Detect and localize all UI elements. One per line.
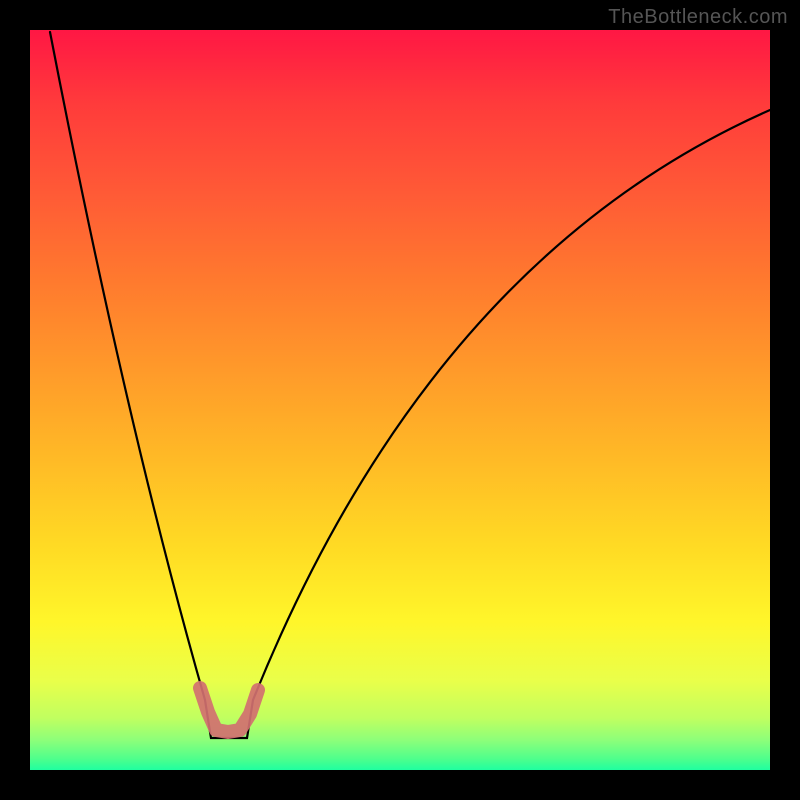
watermark-text: TheBottleneck.com (608, 6, 788, 29)
chart-container: TheBottleneck.com (0, 0, 800, 800)
bottleneck-curve-chart (0, 0, 800, 800)
